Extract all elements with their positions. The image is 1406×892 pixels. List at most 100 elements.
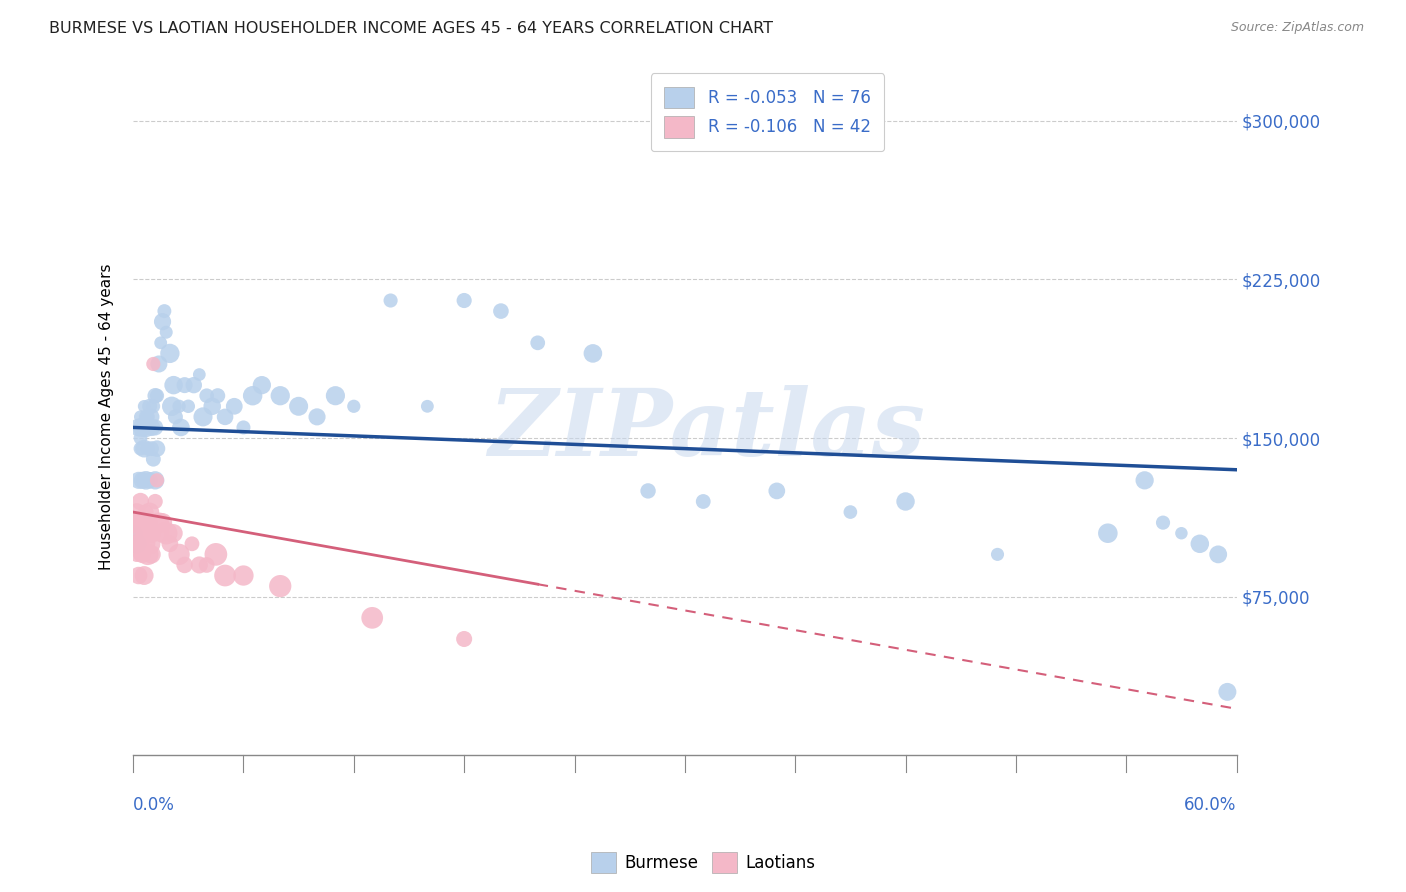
- Point: [191, 409, 214, 424]
- Point: [146, 389, 169, 403]
- Text: Source: ZipAtlas.com: Source: ZipAtlas.com: [1230, 21, 1364, 34]
- Point: [195, 558, 218, 572]
- Point: [141, 526, 163, 541]
- Point: [128, 537, 150, 551]
- Y-axis label: Householder Income Ages 45 - 64 years: Householder Income Ages 45 - 64 years: [100, 264, 114, 570]
- Point: [131, 420, 153, 434]
- Point: [129, 409, 152, 424]
- Point: [205, 547, 228, 561]
- Point: [173, 378, 195, 392]
- Point: [232, 568, 254, 582]
- Point: [131, 516, 153, 530]
- Point: [287, 399, 309, 413]
- Point: [170, 420, 193, 434]
- Text: ZIPatlas: ZIPatlas: [488, 385, 925, 475]
- Legend: Burmese, Laotians: Burmese, Laotians: [585, 846, 821, 880]
- Point: [135, 473, 157, 487]
- Point: [637, 483, 659, 498]
- Point: [380, 293, 402, 308]
- Point: [232, 420, 254, 434]
- Point: [125, 547, 148, 561]
- Point: [124, 526, 146, 541]
- Point: [146, 473, 169, 487]
- Point: [148, 516, 170, 530]
- Point: [143, 494, 166, 508]
- Point: [124, 516, 146, 530]
- Point: [453, 293, 475, 308]
- Point: [159, 346, 181, 360]
- Point: [361, 611, 384, 625]
- Point: [160, 399, 183, 413]
- Legend: R = -0.053   N = 76, R = -0.106   N = 42: R = -0.053 N = 76, R = -0.106 N = 42: [651, 73, 884, 151]
- Point: [159, 537, 181, 551]
- Point: [138, 537, 160, 551]
- Point: [188, 558, 211, 572]
- Point: [138, 505, 160, 519]
- Point: [155, 526, 177, 541]
- Point: [125, 505, 148, 519]
- Point: [136, 442, 159, 456]
- Point: [141, 547, 163, 561]
- Point: [162, 526, 184, 541]
- Point: [1188, 537, 1211, 551]
- Point: [162, 378, 184, 392]
- Point: [167, 399, 190, 413]
- Point: [135, 409, 157, 424]
- Point: [128, 420, 150, 434]
- Point: [146, 442, 169, 456]
- Point: [1216, 685, 1239, 699]
- Point: [136, 547, 159, 561]
- Point: [142, 452, 165, 467]
- Point: [188, 368, 211, 382]
- Point: [894, 494, 917, 508]
- Point: [181, 537, 204, 551]
- Point: [142, 399, 165, 413]
- Point: [135, 420, 157, 434]
- Point: [1097, 526, 1119, 541]
- Point: [131, 547, 153, 561]
- Point: [269, 579, 291, 593]
- Point: [148, 357, 170, 371]
- Point: [143, 473, 166, 487]
- Text: BURMESE VS LAOTIAN HOUSEHOLDER INCOME AGES 45 - 64 YEARS CORRELATION CHART: BURMESE VS LAOTIAN HOUSEHOLDER INCOME AG…: [49, 21, 773, 36]
- Point: [134, 568, 156, 582]
- Point: [839, 505, 862, 519]
- Point: [136, 516, 159, 530]
- Point: [129, 494, 152, 508]
- Point: [125, 537, 148, 551]
- Point: [129, 547, 152, 561]
- Point: [128, 568, 150, 582]
- Point: [138, 399, 160, 413]
- Point: [250, 378, 273, 392]
- Point: [489, 304, 512, 318]
- Point: [152, 516, 174, 530]
- Point: [1133, 473, 1156, 487]
- Point: [183, 378, 205, 392]
- Point: [173, 558, 195, 572]
- Point: [149, 526, 172, 541]
- Text: 0.0%: 0.0%: [134, 796, 174, 814]
- Point: [1152, 516, 1174, 530]
- Point: [526, 335, 548, 350]
- Point: [135, 526, 157, 541]
- Point: [765, 483, 787, 498]
- Point: [129, 431, 152, 445]
- Point: [224, 399, 246, 413]
- Point: [141, 420, 163, 434]
- Point: [269, 389, 291, 403]
- Point: [165, 409, 187, 424]
- Point: [153, 304, 176, 318]
- Point: [134, 399, 156, 413]
- Point: [152, 315, 174, 329]
- Point: [138, 473, 160, 487]
- Point: [242, 389, 264, 403]
- Point: [343, 399, 366, 413]
- Point: [149, 335, 172, 350]
- Point: [128, 473, 150, 487]
- Point: [177, 399, 200, 413]
- Point: [128, 516, 150, 530]
- Point: [1170, 526, 1192, 541]
- Point: [143, 389, 166, 403]
- Point: [129, 442, 152, 456]
- Point: [135, 505, 157, 519]
